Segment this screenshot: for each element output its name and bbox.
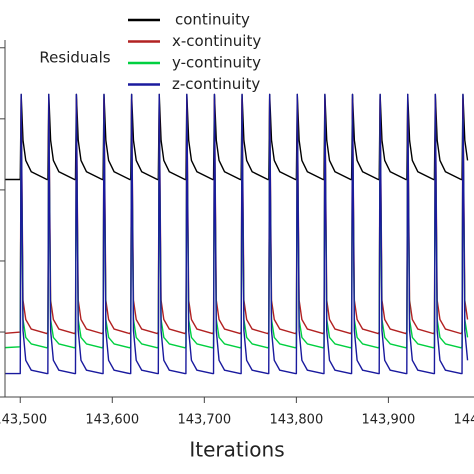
x-axis-title: Iterations xyxy=(189,438,284,462)
x-tick-label: 143,600 xyxy=(85,413,139,428)
x-tick-label: 143,800 xyxy=(269,413,323,428)
series-line xyxy=(5,118,469,349)
x-tick-label: 143,500 xyxy=(0,413,47,428)
series-line xyxy=(5,93,469,375)
x-tick-label: 143,900 xyxy=(362,413,416,428)
legend-label: x-continuity xyxy=(172,32,261,50)
x-tick-label: 143,700 xyxy=(177,413,231,428)
legend-label: y-continuity xyxy=(172,54,261,72)
legend-label: z-continuity xyxy=(172,75,260,93)
x-tick-label: 144,000 xyxy=(454,413,474,428)
series-line xyxy=(5,93,469,181)
series-line xyxy=(5,98,469,335)
y-axis-label: Residuals xyxy=(39,49,110,67)
legend-label: continuity xyxy=(175,11,250,29)
plot-area xyxy=(5,93,469,375)
